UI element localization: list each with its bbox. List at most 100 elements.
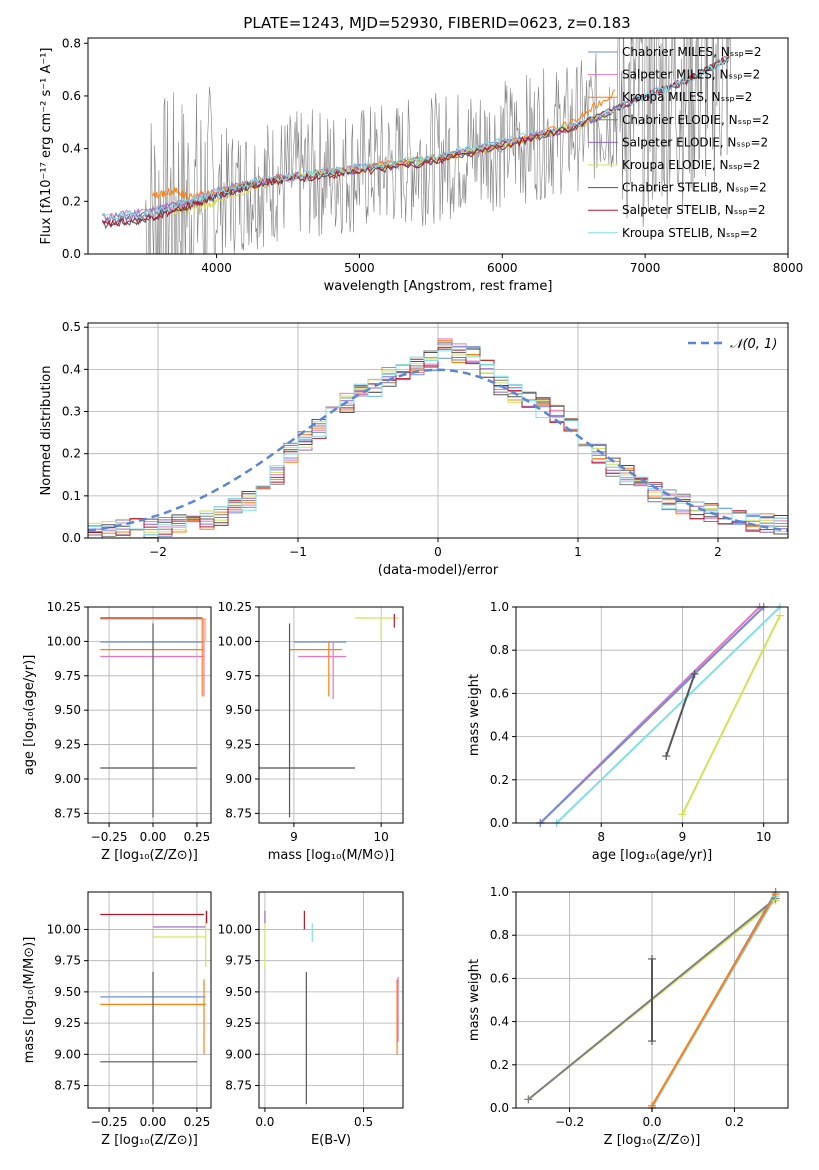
y-tick-label: 9.75 (54, 669, 81, 683)
y-tick-label: 0.5 (62, 320, 81, 334)
legend-label: Kroupa STELIB, Nₛₛₚ=2 (622, 226, 758, 240)
y-tick-label: 0.2 (62, 194, 81, 208)
y-tick-label: 9.50 (225, 703, 252, 717)
plot-area (101, 38, 731, 254)
residual-histogram (88, 347, 788, 536)
axes-frame (258, 891, 404, 1109)
x-axis-label: Z [log₁₀(Z/Z⊙)] (101, 848, 198, 863)
y-tick-label: 0.0 (62, 247, 81, 261)
y-tick-label: 0.8 (490, 643, 509, 657)
x-axis-label: (data-model)/error (378, 563, 499, 578)
legend-label: 𝒩(0, 1) (730, 337, 777, 352)
y-tick-label: 9.75 (225, 954, 252, 968)
axes-frame (87, 37, 789, 255)
axes-frame (87, 606, 212, 824)
x-tick-label: 5000 (344, 261, 375, 275)
y-tick-label: 9.75 (54, 954, 81, 968)
panels: Chabrier MILES, Nₛₛₚ=2 Salpeter MILES, Nₛ… (22, 36, 804, 1148)
chart-massweight-vs-Z: −0.2 0.0 0.2 0.0 0.2 0.4 0.6 0.8 1.0 Z [log₁₀(Z/Z… (467, 885, 789, 1148)
y-tick-label: 0.2 (490, 773, 509, 787)
plot-area (259, 613, 399, 818)
y-axis-label: mass weight (467, 959, 482, 1041)
y-tick-label: 0.4 (62, 142, 81, 156)
y-tick-label: 10.00 (218, 922, 252, 936)
legend-label: Salpeter ELODIE, Nₛₛₚ=2 (622, 135, 768, 149)
x-tick-label: 0.0 (642, 1115, 661, 1129)
x-tick-label: 0.5 (354, 1115, 373, 1129)
x-tick-label: 9 (290, 830, 298, 844)
legend-label: Salpeter STELIB, Nₛₛₚ=2 (622, 203, 766, 217)
y-tick-label: 9.25 (225, 738, 252, 752)
y-tick-label: 9.50 (225, 985, 252, 999)
weight-point (775, 611, 784, 620)
y-tick-label: 0.4 (490, 1015, 509, 1029)
x-tick-label: 4000 (201, 261, 232, 275)
y-tick-label: 0.1 (62, 489, 81, 503)
x-tick-label: 2 (714, 545, 722, 559)
y-axis-label: Flux [fλ10⁻¹⁷ erg cm⁻² s⁻¹ A⁻¹] (39, 48, 54, 245)
legend-label: Chabrier ELODIE, Nₛₛₚ=2 (622, 113, 769, 127)
y-tick-label: 9.25 (225, 1016, 252, 1030)
chart-spectrum: Chabrier MILES, Nₛₛₚ=2 Salpeter MILES, Nₛ… (39, 36, 804, 294)
chart-mass-vs-ebv: 0.0 0.5 8.75 9.00 9.25 9.50 9.75 10.00 E(B-V) (218, 891, 404, 1148)
y-tick-label: 9.00 (54, 1047, 81, 1061)
y-tick-label: 8.75 (54, 1079, 81, 1093)
observed-spectrum (144, 38, 731, 254)
x-tick-label: 7000 (630, 261, 661, 275)
y-axis-label: mass weight (467, 674, 482, 756)
y-tick-label: 9.00 (225, 772, 252, 786)
y-tick-label: 0.0 (490, 1101, 509, 1115)
legend-label: Kroupa ELODIE, Nₛₛₚ=2 (622, 158, 760, 172)
y-tick-label: 9.50 (54, 985, 81, 999)
x-tick-label: 0.00 (140, 830, 167, 844)
legend-label: Chabrier MILES, Nₛₛₚ=2 (622, 45, 762, 59)
legend-label: Chabrier STELIB, Nₛₛₚ=2 (622, 181, 767, 195)
weight-line (651, 893, 777, 1107)
x-tick-label: 8000 (773, 261, 804, 275)
weight-line (681, 615, 781, 815)
weight-line (539, 607, 765, 823)
plot-area (264, 910, 399, 1105)
normal-reference-curve (88, 368, 788, 532)
weight-point (648, 1037, 656, 1046)
plot-area (539, 607, 781, 823)
weight-line (665, 673, 696, 757)
y-tick-label: 0.0 (62, 531, 81, 545)
y-axis-label: Normed distribution (39, 366, 54, 496)
y-tick-label: 0.8 (62, 36, 81, 50)
x-axis-label: mass [log₁₀(M/M⊙)] (268, 848, 395, 863)
x-tick-label: 1 (574, 545, 582, 559)
weight-point (662, 752, 671, 761)
x-tick-label: 10 (374, 830, 389, 844)
y-tick-label: 10.25 (218, 600, 252, 614)
legend-label: Salpeter MILES, Nₛₛₚ=2 (622, 68, 760, 82)
y-tick-label: 9.00 (225, 1047, 252, 1061)
model-spectrum-line (101, 57, 730, 220)
x-axis-label: age [log₁₀(age/yr)] (592, 848, 713, 863)
y-tick-label: 10.00 (218, 634, 252, 648)
y-tick-label: 0.4 (490, 730, 509, 744)
chart-age-vs-Z: −0.25 0.00 0.25 8.75 9.00 9.25 9.50 9.75 10.00 10… (22, 600, 212, 863)
x-tick-label: 0.0 (255, 1115, 274, 1129)
x-tick-label: 6000 (487, 261, 518, 275)
x-axis-label: Z [log₁₀(Z/Z⊙)] (101, 1133, 198, 1148)
x-tick-label: 0.25 (184, 1115, 211, 1129)
x-axis-label: wavelength [Angstrom, rest frame] (324, 279, 553, 294)
axes-frame (87, 891, 212, 1109)
y-tick-label: 0.2 (490, 1058, 509, 1072)
weight-point (690, 669, 699, 678)
axes-frame (515, 606, 789, 824)
y-tick-label: 0.6 (490, 971, 509, 985)
y-tick-label: 8.75 (54, 806, 81, 820)
y-tick-label: 0.8 (490, 928, 509, 942)
weight-line (555, 607, 781, 823)
figure-title: PLATE=1243, MJD=52930, FIBERID=0623, z=0… (243, 14, 630, 32)
y-tick-label: 1.0 (490, 600, 509, 614)
weight-point (648, 954, 656, 963)
weight-point (524, 1095, 533, 1104)
plot-area (100, 910, 208, 1105)
x-tick-label: −1 (289, 545, 307, 559)
y-tick-label: 0.0 (490, 816, 509, 830)
